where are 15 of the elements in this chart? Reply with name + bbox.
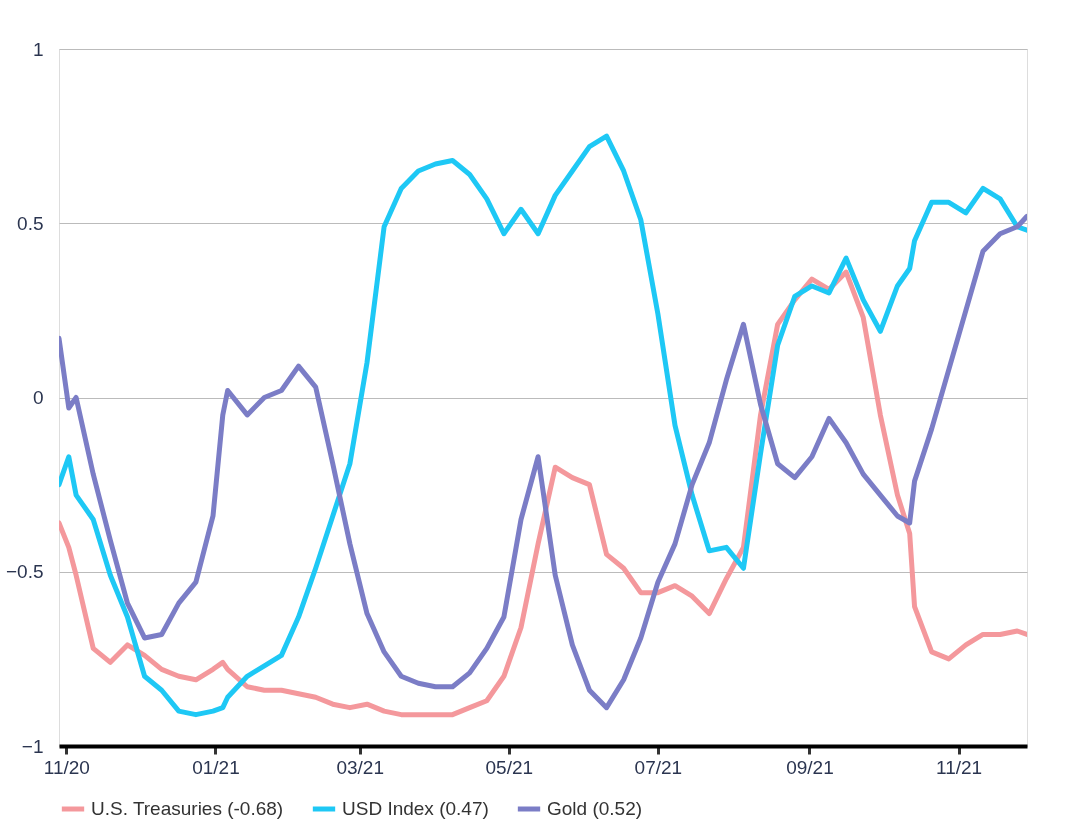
x-tick-label: 03/21 [336, 756, 384, 778]
legend-label: U.S. Treasuries (-0.68) [91, 798, 284, 819]
y-tick-label: −0.5 [5, 561, 44, 583]
y-tick-label: 1 [32, 38, 44, 60]
x-tick-label: 11/20 [43, 756, 90, 778]
legend-label: USD Index (0.47) [342, 798, 489, 819]
legend-label: Gold (0.52) [547, 798, 643, 819]
x-tick-label: 05/21 [485, 756, 534, 778]
y-tick-label: −1 [21, 735, 44, 757]
x-tick-label: 01/21 [192, 756, 240, 778]
x-tick-label: 07/21 [634, 756, 683, 778]
x-tick-label: 09/21 [786, 756, 834, 778]
x-tick-label: 11/21 [935, 756, 983, 778]
y-tick-label: 0 [32, 387, 44, 408]
y-tick-label: 0.5 [17, 212, 44, 234]
